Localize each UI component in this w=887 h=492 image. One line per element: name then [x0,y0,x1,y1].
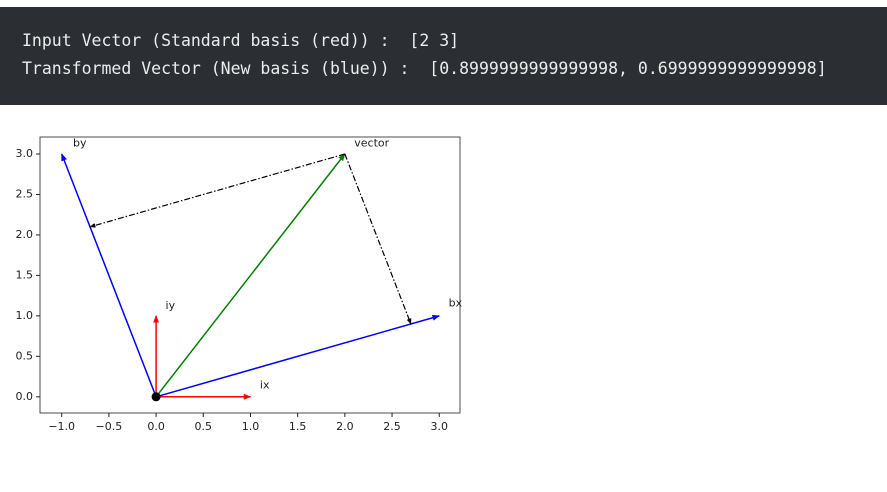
y-tick-label: 0.0 [16,390,34,403]
output-cell: Input Vector (Standard basis (red)) : [2… [0,7,887,105]
vector-arrow [344,153,412,325]
x-tick-label: −0.5 [96,420,123,433]
y-tick-label: 1.5 [16,268,34,281]
vector-arrow [155,314,440,398]
x-tick-label: 1.5 [289,420,307,433]
point [151,392,161,402]
vector-arrow [61,153,157,398]
annotation: ix [260,378,270,391]
y-tick-label: 3.0 [16,147,34,160]
x-tick-label: 0.5 [195,420,213,433]
y-tick-label: 0.5 [16,349,34,362]
x-tick-label: 2.0 [336,420,354,433]
x-tick-label: 0.0 [147,420,165,433]
x-tick-label: 3.0 [430,420,448,433]
x-tick-label: −1.0 [48,420,75,433]
annotation: iy [166,299,176,312]
y-tick-label: 1.0 [16,309,34,322]
vector-arrow [155,153,346,398]
y-tick-label: 2.0 [16,228,34,241]
output-line: Input Vector (Standard basis (red)) : [2… [22,31,460,50]
output-line: Transformed Vector (New basis (blue)) : … [22,59,827,78]
annotation: bx [449,297,463,310]
y-tick-label: 2.5 [16,187,34,200]
x-tick-label: 1.0 [242,420,260,433]
annotation: vector [354,136,389,149]
plot-frame [39,136,461,414]
vector-arrow [89,153,346,228]
annotation: by [73,136,87,149]
x-tick-label: 2.5 [383,420,401,433]
